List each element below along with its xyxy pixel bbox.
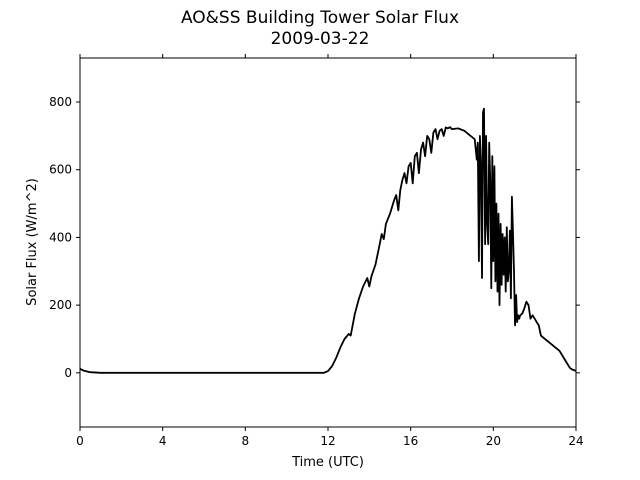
chart-subtitle: 2009-03-22 (270, 29, 370, 49)
x-tick-label: 20 (486, 434, 501, 448)
x-tick-label: 8 (242, 434, 250, 448)
chart-title: AO&SS Building Tower Solar Flux (180, 8, 460, 28)
x-axis-label: Time (UTC) (291, 455, 364, 470)
y-tick-label: 0 (64, 366, 72, 380)
solar-flux-line (79, 107, 577, 374)
axes-frame (79, 57, 577, 428)
x-tick-label: 4 (159, 434, 167, 448)
x-tick-label: 24 (568, 434, 583, 448)
x-tick-label: 16 (403, 434, 418, 448)
x-tick-label: 0 (76, 434, 84, 448)
y-tick-label: 600 (49, 163, 72, 177)
y-tick-label: 200 (49, 298, 72, 312)
y-axis-label: Solar Flux (W/m^2) (25, 178, 40, 306)
y-tick-label: 800 (49, 95, 72, 109)
y-tick-label: 400 (49, 230, 72, 244)
x-tick-label: 12 (320, 434, 335, 448)
